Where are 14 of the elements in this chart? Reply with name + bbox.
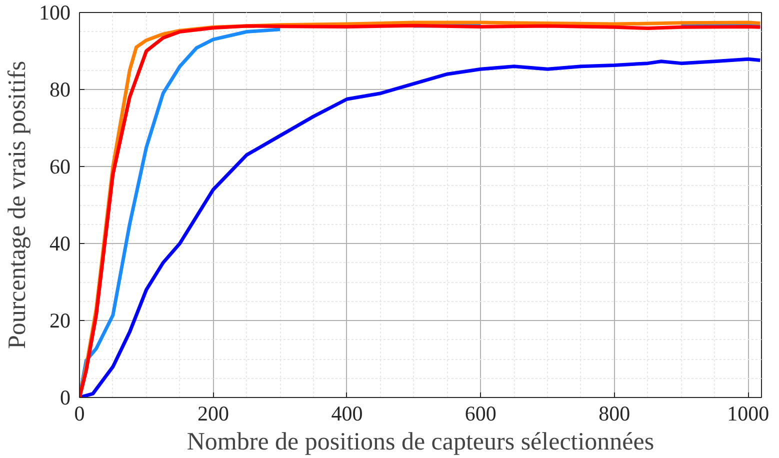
y-tick-label: 20: [50, 308, 70, 332]
x-axis-title: Nombre de positions de capteurs sélectionnées: [186, 428, 654, 456]
x-tick-label: 0: [74, 402, 85, 426]
y-tick-label: 60: [50, 154, 70, 178]
y-tick-label: 80: [50, 78, 70, 102]
y-axis-title: Pourcentage de vrais positifs: [4, 60, 31, 350]
x-tick-label: 1000: [727, 402, 770, 426]
y-tick-label: 0: [60, 386, 70, 410]
x-tick-label: 600: [464, 402, 496, 426]
y-tick-label: 40: [50, 232, 70, 256]
x-tick-label: 200: [197, 402, 229, 426]
y-tick-label: 100: [39, 0, 70, 24]
x-tick-label: 400: [331, 402, 363, 426]
x-tick-label: 800: [598, 402, 630, 426]
